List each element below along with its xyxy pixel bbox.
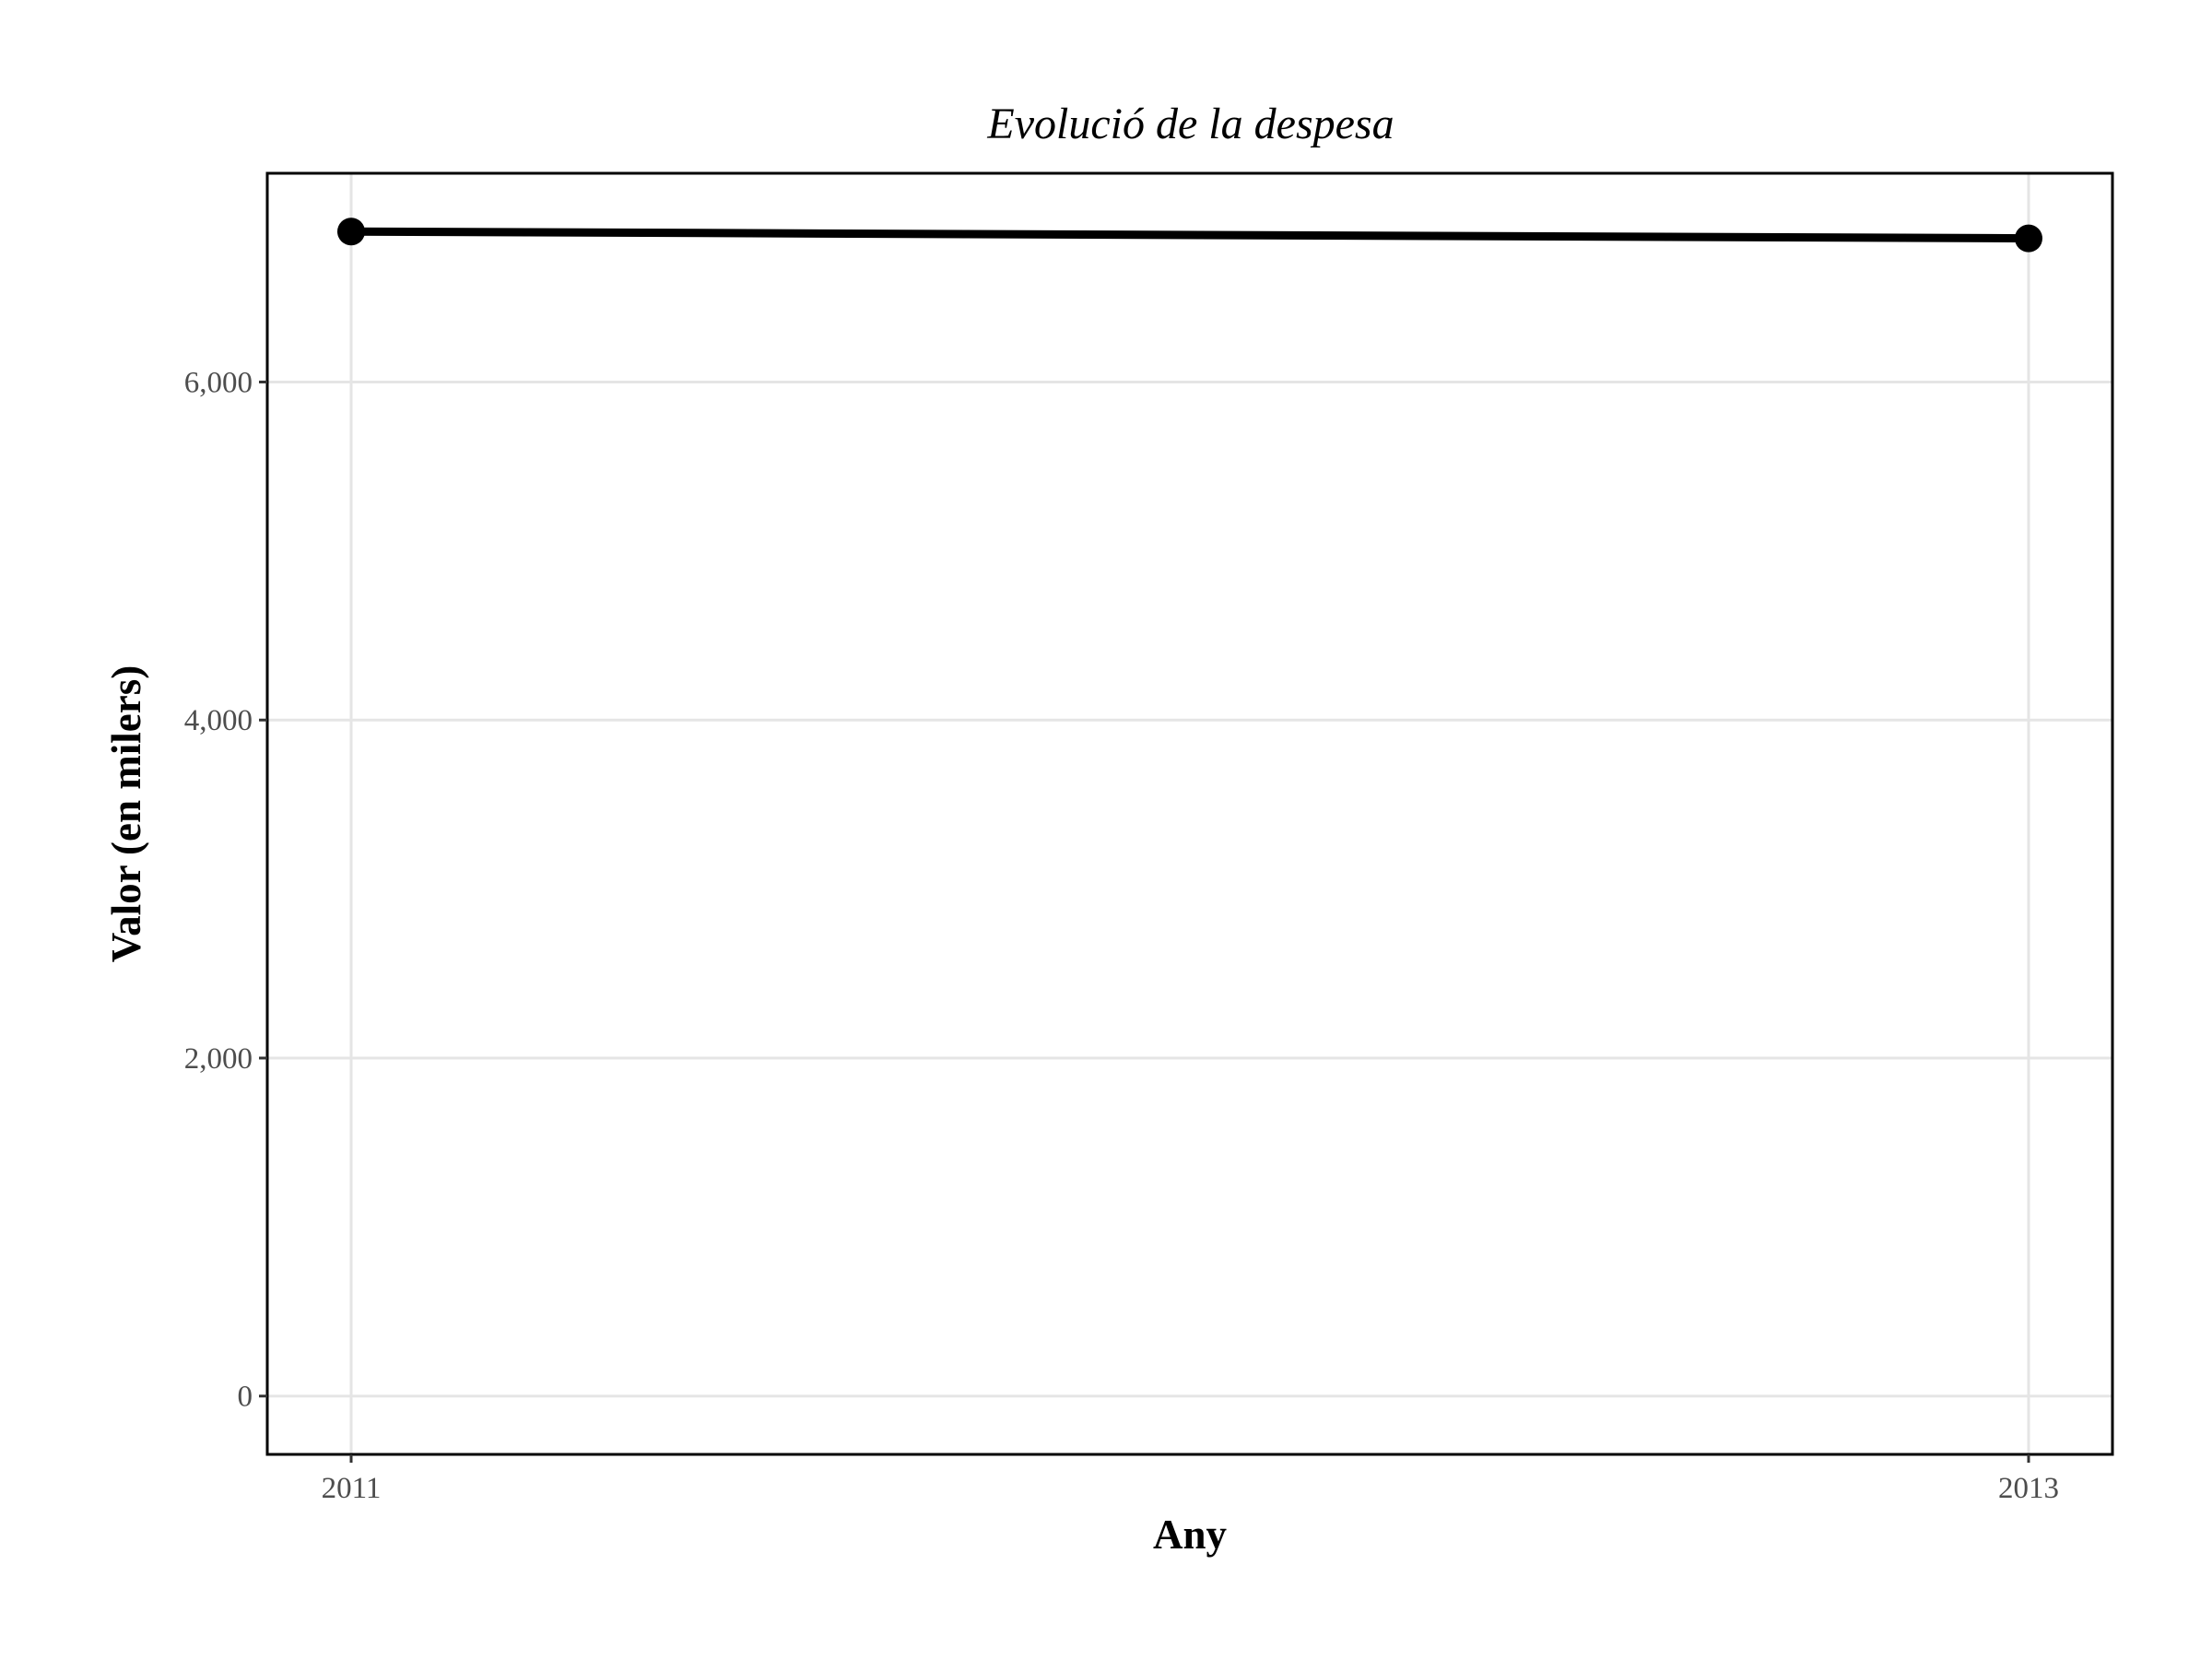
- y-axis: 0 2,000 4,000 6,000: [184, 366, 267, 1414]
- x-axis: 2011 2013: [322, 1454, 2059, 1505]
- y-tick-label: 4,000: [184, 704, 253, 737]
- data-point: [337, 218, 365, 246]
- series-line: [350, 227, 2030, 243]
- chart-title: Evolució de la despesa: [986, 100, 1394, 148]
- y-axis-title: Valor (en milers): [103, 665, 149, 962]
- y-tick-label: 0: [238, 1381, 253, 1414]
- data-point: [2015, 224, 2042, 253]
- plot-border: [265, 171, 2114, 1456]
- x-tick-label: 2011: [322, 1472, 382, 1505]
- y-tick-label: 6,000: [184, 366, 253, 399]
- grid-lines: [267, 173, 2112, 1454]
- series-layer: [337, 218, 2042, 253]
- y-tick-label: 2,000: [184, 1042, 253, 1076]
- x-axis-title: Any: [1153, 1512, 1228, 1558]
- x-tick-label: 2013: [1998, 1472, 2059, 1505]
